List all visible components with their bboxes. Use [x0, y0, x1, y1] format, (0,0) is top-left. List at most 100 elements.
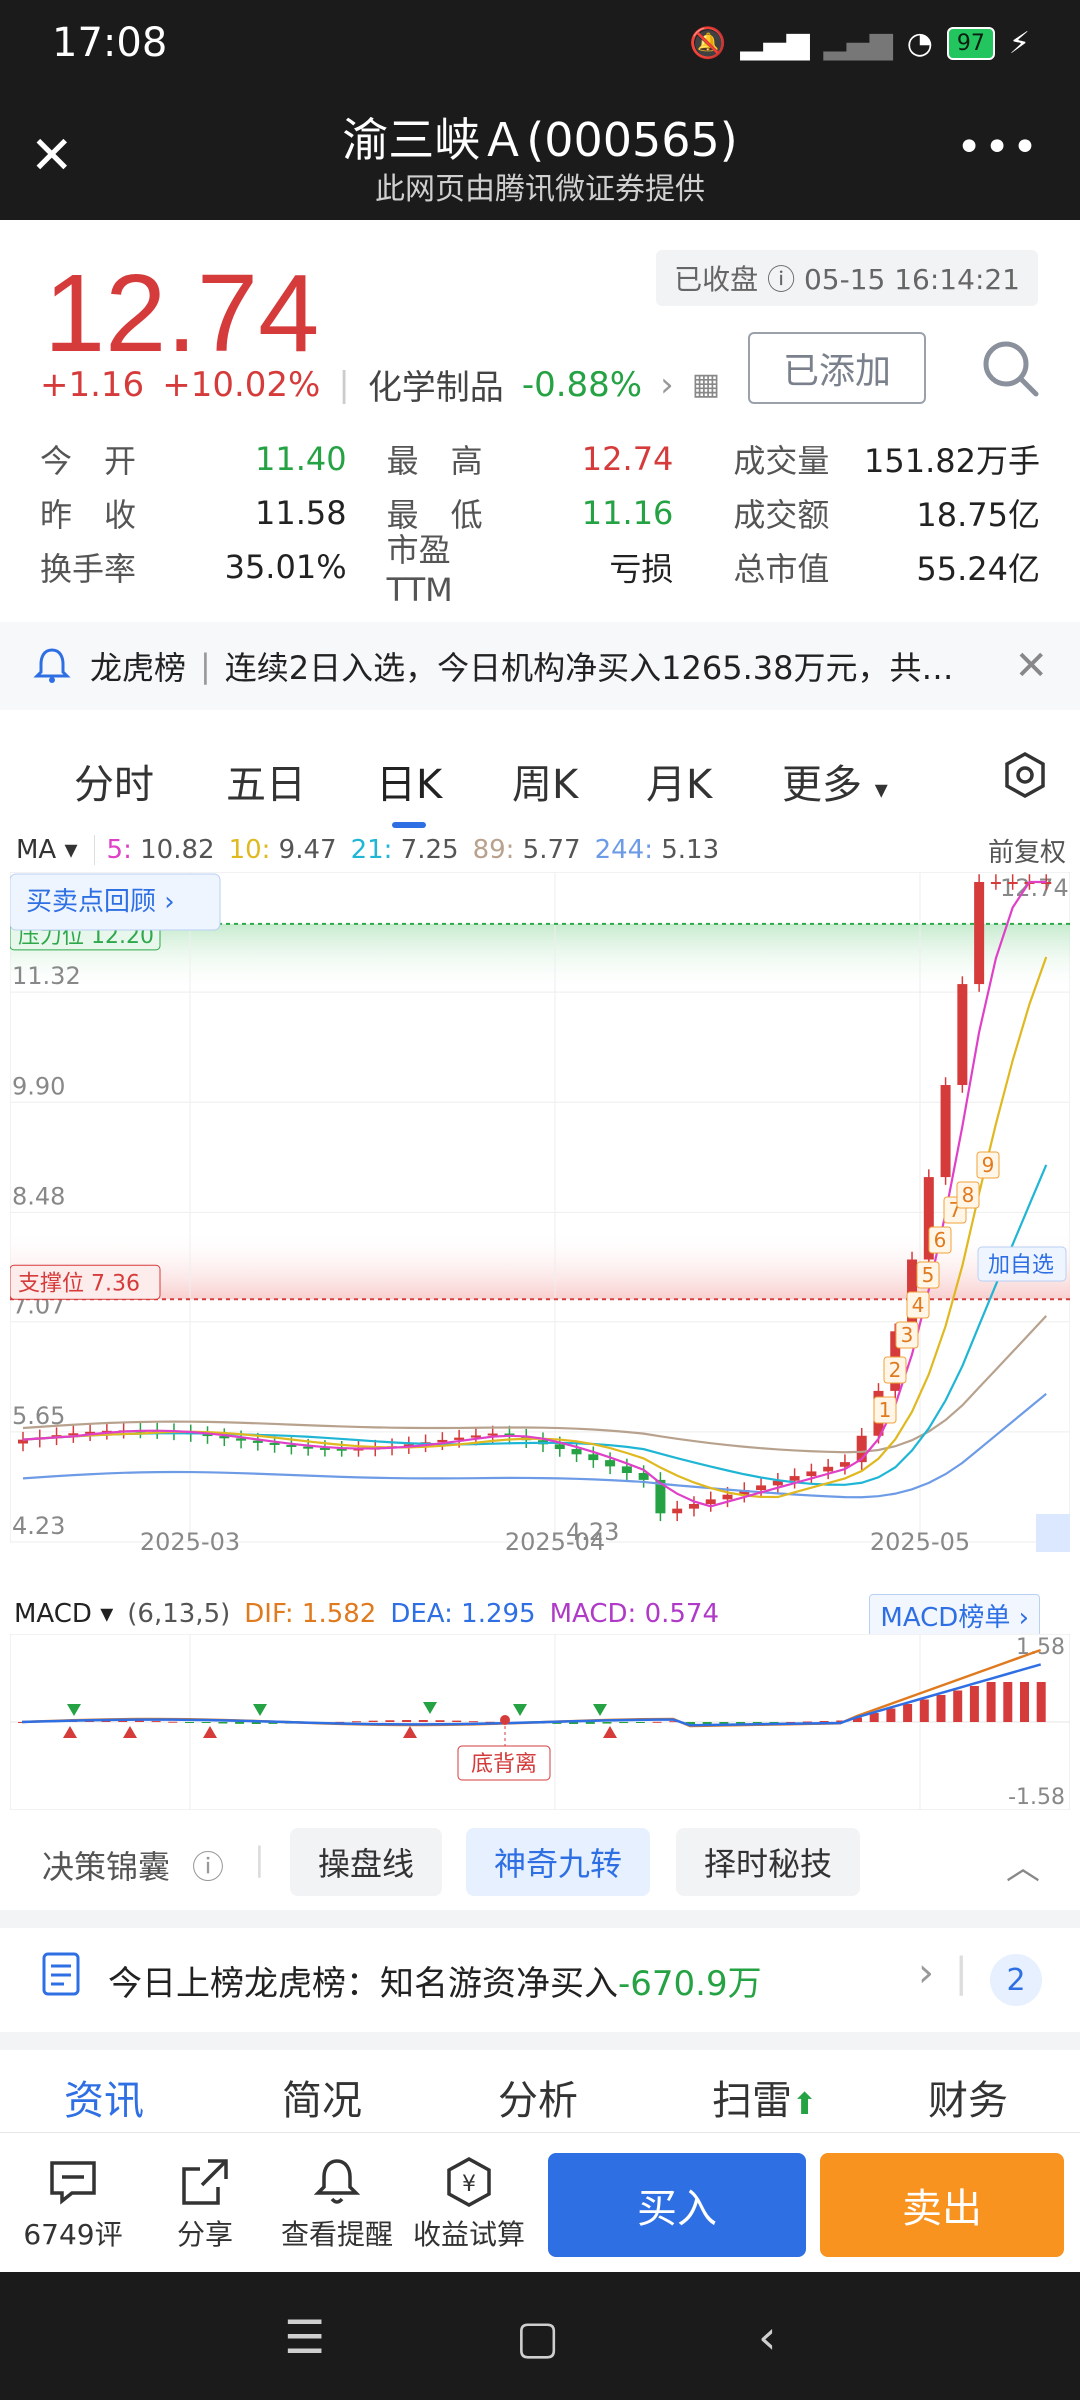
stat-label[interactable]: 总市值	[733, 550, 830, 588]
macd-selector[interactable]: MACD ▾	[14, 1599, 114, 1629]
macd-dea-line	[21, 1663, 1042, 1727]
tab-intraday[interactable]: 分时	[74, 762, 154, 808]
document-icon	[42, 1952, 80, 1996]
nine-turn-number: 8	[962, 1183, 975, 1207]
menu-icon[interactable]: ☰	[284, 2310, 326, 2364]
chip-trade-line[interactable]: 操盘线	[290, 1828, 443, 1896]
quote-panel: 12.74 已收盘 ⓘ 05-15 16:14:21 +1.16 +10.02%…	[0, 220, 1080, 620]
adjust-label[interactable]: 前复权	[987, 837, 1066, 868]
add-watch-label: 加自选	[988, 1253, 1054, 1278]
candle	[856, 1435, 867, 1463]
chevron-right-icon[interactable]: ›	[918, 1950, 934, 1996]
sector-name[interactable]: 化学制品	[367, 368, 504, 408]
candle	[772, 1480, 783, 1486]
tab-finance[interactable]: 财务	[928, 2078, 1008, 2124]
tab-more[interactable]: 更多 ▾	[782, 752, 888, 810]
chip-timing[interactable]: 择时秘技	[676, 1828, 861, 1896]
tab-analysis[interactable]: 分析	[498, 2078, 578, 2124]
alert-button[interactable]: 查看提醒	[272, 2151, 402, 2253]
divider: |	[954, 1950, 968, 1996]
calculator-button[interactable]: ¥ 收益试算	[404, 2151, 534, 2253]
nine-turn-number: 5	[922, 1263, 935, 1287]
nine-turn-box	[906, 1291, 930, 1319]
ma-key: 21:	[350, 835, 401, 865]
dragon-tiger-banner[interactable]: 龙虎榜 | 连续2日入选，今日机构净买入1265.38万元，共… ✕	[0, 622, 1080, 710]
ma-label: MA	[16, 835, 57, 865]
macd-legend: MACD ▾ (6,13,5) DIF: 1.582 DEA: 1.295 MA…	[10, 1594, 1070, 1634]
nine-turn-number: 3	[901, 1323, 914, 1347]
count-badge[interactable]: 2	[990, 1954, 1042, 2006]
tab-news[interactable]: 资讯	[64, 2078, 144, 2124]
alarm-icon	[272, 2151, 402, 2213]
macd-bar	[235, 1722, 245, 1724]
macd-bar	[418, 1720, 428, 1722]
tab-five-day[interactable]: 五日	[226, 762, 306, 808]
signal-icon: ▂▄▆	[740, 26, 810, 61]
decision-toolbar: 决策锦囊 ⓘ | 操盘线 神奇九转 择时秘技 ︿	[0, 1820, 1080, 1910]
x-tick-label: 2025-05	[870, 1528, 970, 1552]
chevron-up-icon[interactable]: ︿	[1006, 1848, 1040, 1888]
chip-magic-nine[interactable]: 神奇九转	[466, 1828, 651, 1896]
nine-turn-number: 4	[912, 1293, 925, 1317]
chevron-right-icon[interactable]: ›	[660, 364, 674, 405]
price-change-pct: +10.02%	[162, 364, 321, 405]
close-icon[interactable]: ✕	[30, 126, 74, 186]
search-icon[interactable]	[980, 338, 1040, 398]
candle	[940, 1085, 951, 1178]
ma-legend: MA ▾ 5: 10.82 10: 9.47 21: 7.25 89: 5.77 244…	[10, 830, 1070, 870]
macd-dif-value: 1.582	[301, 1599, 377, 1629]
macd-bar	[652, 1721, 662, 1723]
close-icon[interactable]: ✕	[1014, 643, 1048, 689]
tab-risk-scan[interactable]: 扫雷⬆	[712, 2068, 817, 2126]
tab-daily-k[interactable]: 日K	[376, 752, 442, 828]
wifi-icon: ◔	[906, 26, 933, 61]
info-icon[interactable]: ⓘ	[767, 263, 804, 296]
ma-values: 5: 10.82 10: 9.47 21: 7.25 89: 5.77 244: 5.1…	[107, 835, 734, 865]
stat-label: 换手率	[40, 550, 137, 588]
candle	[236, 1438, 247, 1441]
candle	[605, 1460, 616, 1467]
tab-weekly-k[interactable]: 周K	[512, 762, 579, 808]
more-icon[interactable]: •••	[956, 122, 1040, 173]
buy-button[interactable]: 买入	[548, 2153, 806, 2257]
stat-label: 昨 收	[40, 496, 137, 534]
buy-signal-triangle	[203, 1726, 217, 1738]
macd-ranking-button[interactable]: MACD榜单 ›	[869, 1594, 1040, 1637]
x-tick-label: 2025-04	[505, 1528, 605, 1552]
candle	[51, 1435, 62, 1438]
stat-value: 12.74	[581, 440, 674, 478]
stat-value: 亏损	[609, 550, 674, 588]
ma-value: 7.25	[400, 835, 459, 865]
ma-line	[22, 1392, 1047, 1499]
share-button[interactable]: 分享	[140, 2151, 270, 2253]
macd-bar	[569, 1722, 579, 1724]
add-watch-badge	[977, 1246, 1067, 1282]
sector-change[interactable]: -0.88%	[521, 364, 643, 405]
ma-item: 244: 5.13	[595, 835, 720, 865]
candle	[454, 1437, 465, 1440]
macd-bar	[585, 1722, 595, 1724]
ma-value: 5.13	[661, 835, 720, 865]
tab-monthly-k[interactable]: 月K	[646, 762, 713, 808]
dragon-tiger-today[interactable]: 今日上榜龙虎榜：知名游资净买入-670.9万 › | 2	[0, 1910, 1080, 2050]
added-watchlist-button[interactable]: 已添加	[748, 332, 926, 404]
tab-profile[interactable]: 简况	[282, 2078, 362, 2124]
back-icon[interactable]: ‹	[758, 2310, 777, 2364]
info-icon[interactable]: ⓘ	[192, 1848, 225, 1886]
y-tick-label: 9.90	[12, 1072, 65, 1100]
candle	[85, 1431, 96, 1434]
grid-icon[interactable]: ▦	[691, 367, 721, 402]
macd-bar	[719, 1722, 729, 1724]
collapse-tab	[1036, 1514, 1070, 1552]
home-icon[interactable]: ▢	[516, 2310, 560, 2364]
sell-button[interactable]: 卖出	[820, 2153, 1064, 2257]
divider: |	[254, 1840, 265, 1878]
macd-bar	[853, 1717, 862, 1722]
ma-selector[interactable]: MA ▾	[10, 835, 95, 865]
candle	[403, 1444, 414, 1447]
gear-icon[interactable]	[1000, 750, 1050, 800]
comment-button[interactable]: 6749评	[8, 2151, 138, 2253]
candle	[974, 882, 985, 985]
